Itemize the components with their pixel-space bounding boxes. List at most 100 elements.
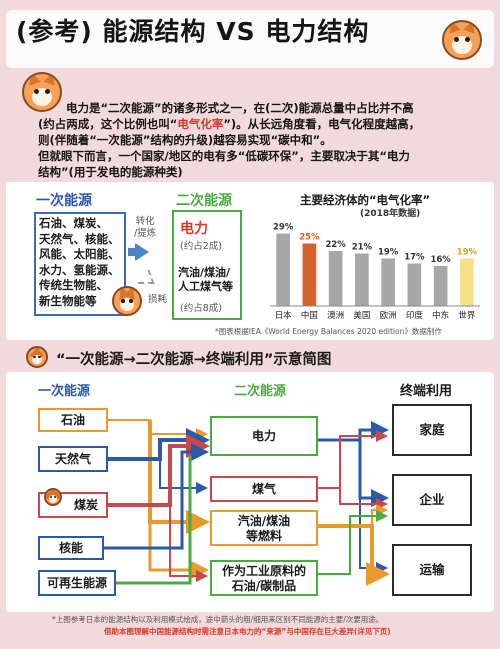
chart-data-label: 16% [430, 255, 451, 265]
primary-item: 新生物能等 [39, 293, 97, 308]
chart-bar [381, 258, 395, 306]
intro-line-5: 结构”(用于发电的能源种类) [38, 165, 183, 179]
flow-title: “一次能源→二次能源→终端利用”示意简图 [56, 352, 332, 368]
final-transport: 运输 [392, 544, 472, 596]
flow-secondary-heading: 二次能源 [234, 384, 287, 399]
chart-category-label: 欧洲 [380, 310, 397, 321]
chart-source-note: *图表根据IEA《World Energy Balances 2020 edit… [215, 327, 442, 336]
primary-item: 水力、氢能源、 [39, 262, 120, 277]
chart-bar [433, 266, 448, 306]
secondary-energy-box [172, 210, 242, 320]
page-title: (参考) 能源结构 VS 电力结构 [16, 17, 370, 46]
secondary-fuel: 汽油/煤油 等燃料 [210, 510, 318, 546]
intro-text: (约占两成，这个比例也叫“ [38, 117, 178, 131]
source-gas: 天然气 [38, 446, 108, 472]
chart-category-label: 中国 [301, 310, 318, 321]
fuel-share: (约占8成) [180, 303, 222, 314]
secondary-raw-text: 石油/碳制品 [231, 579, 297, 593]
intro-line-4: 但就眼下而言，一个国家/地区的电有多“低碳环保”，主要取决于其“电力 [38, 149, 410, 163]
chart-data-label: 29% [273, 223, 294, 233]
fox-mascot-icon [26, 346, 48, 368]
chart-category-label: 中东 [432, 310, 449, 321]
primary-item: 石油、煤炭、 [39, 216, 108, 230]
intro-line-2: (约占两成，这个比例也叫“电气化率”)。从长远角度看，电气化程度越高， [38, 116, 420, 132]
chart-data-label: 19% [378, 248, 399, 258]
secondary-raw-material: 作为工业原料的 石油/碳制品 [210, 560, 318, 596]
flow-arrow-fuel-transport [318, 524, 390, 586]
flow-arrow-gas-biz [339, 488, 388, 510]
flow-arrow-oil-raw [148, 500, 209, 579]
flow-arrow-fuel-biz [371, 504, 388, 526]
chart-data-label: 22% [325, 240, 346, 250]
chart-data-label: 25% [299, 233, 320, 243]
intro-text: ”)。从长远角度看，电气化程度越高， [223, 117, 421, 131]
chart-data-label: 19% [457, 248, 478, 258]
flow-arrow-raw-biz [318, 510, 388, 575]
convert-arrow-icon [135, 243, 149, 261]
intro-line-1: 电力是“二次能源”的诸多形式之一，在(二次)能源总量中占比并不高 [66, 101, 414, 115]
secondary-raw-text: 作为工业原料的 [221, 564, 306, 578]
flow-arrow-coal-raw [169, 505, 208, 582]
chart-category-label: 美国 [353, 310, 370, 321]
fox-mascot-icon [22, 72, 62, 112]
primary-item: 风能、太阳能、 [39, 247, 120, 261]
intro-line-3: 则(伴随着“一次能源”结构的升级)越容易实现“碳中和”。 [38, 133, 332, 147]
chart-bar [302, 243, 317, 306]
secondary-city-gas: 煤气 [210, 476, 318, 502]
flow-primary-heading: 一次能源 [38, 384, 91, 399]
flow-arrow-coal-elec [108, 434, 210, 507]
secondary-fuel-text: 汽油/煤油 [237, 514, 291, 528]
convert-label-text: 转化 [135, 216, 155, 227]
chart-category-label: 澳洲 [327, 310, 344, 321]
fox-mascot-icon [112, 286, 142, 316]
fuel-label: 汽油/煤油/ 人工煤气等 [178, 266, 233, 294]
footnote: *上图参考日本的能源结构以及利用模式绘成，途中箭头的粗/细用来区别不同能源的主要… [52, 615, 384, 624]
flow-arrow-renewable-elec [116, 456, 192, 585]
fuel-label-text: 汽油/煤油/ [178, 266, 231, 279]
chart-category-label: 日本 [275, 310, 293, 321]
chart-subtitle: (2018年数据) [360, 209, 421, 219]
loss-label: 损耗 [148, 294, 168, 305]
electrification-chart: 29% 日本 25% 中国 22% 澳洲 21% 美国 19% 欧洲 17% 印度 16% 中东 19% 世界 [270, 223, 480, 321]
electrification-rate-highlight: 电气化率 [177, 117, 224, 131]
fox-mascot-icon [442, 20, 482, 60]
fox-mascot-icon [44, 488, 62, 506]
secondary-energy-heading: 二次能源 [176, 193, 232, 209]
primary-item: 天然气、核能、 [39, 231, 120, 246]
flow-arrow-nuclear-elec [104, 443, 209, 550]
chart-data-label: 17% [404, 253, 425, 263]
secondary-fuel-text: 等燃料 [245, 529, 282, 543]
convert-label-text: /提炼 [134, 228, 157, 239]
final-household: 家庭 [392, 404, 472, 456]
chart-title: 主要经济体的“电气化率” [300, 193, 431, 207]
chart-category-label: 世界 [458, 310, 476, 321]
header-bar [6, 10, 494, 68]
flow-arrow-gas-elec [108, 428, 210, 461]
chart-bar [328, 251, 343, 306]
convert-arrow-shaft [128, 248, 136, 256]
secondary-electricity: 电力 [210, 416, 318, 456]
flow-arrow-elec-biz [358, 440, 389, 507]
footnote-warning: 借助本图理解中国能源结构时需注意日本电力的“来源”与中国存在巨大差异(详见下页) [104, 627, 391, 636]
primary-item: 传统生物能、 [39, 278, 108, 292]
chart-data-label: 21% [352, 243, 373, 253]
electricity-label: 电力 [180, 221, 208, 237]
source-nuclear: 核能 [38, 536, 104, 560]
convert-label: 转化 /提炼 [134, 216, 156, 240]
flow-arrow-gas-home [318, 430, 388, 489]
final-business: 企业 [392, 474, 472, 526]
primary-energy-heading: 一次能源 [36, 193, 92, 209]
source-oil: 石油 [38, 408, 108, 432]
chart-bar [355, 253, 369, 306]
flow-arrow-oil-elec [108, 419, 208, 440]
fuel-label-text: 人工煤气等 [178, 280, 233, 293]
flow-final-heading: 终端利用 [400, 384, 453, 399]
chart-category-label: 印度 [406, 310, 424, 321]
chart-bar [276, 233, 290, 306]
electricity-share: (约占2成) [180, 241, 222, 252]
primary-energy-box: 石油、煤炭、 天然气、核能、 风能、太阳能、 水力、氢能源、 传统生物能、 新生… [34, 212, 126, 316]
chart-bar [407, 263, 422, 306]
chart-bar [460, 258, 474, 306]
source-renewable: 可再生能源 [38, 570, 116, 596]
